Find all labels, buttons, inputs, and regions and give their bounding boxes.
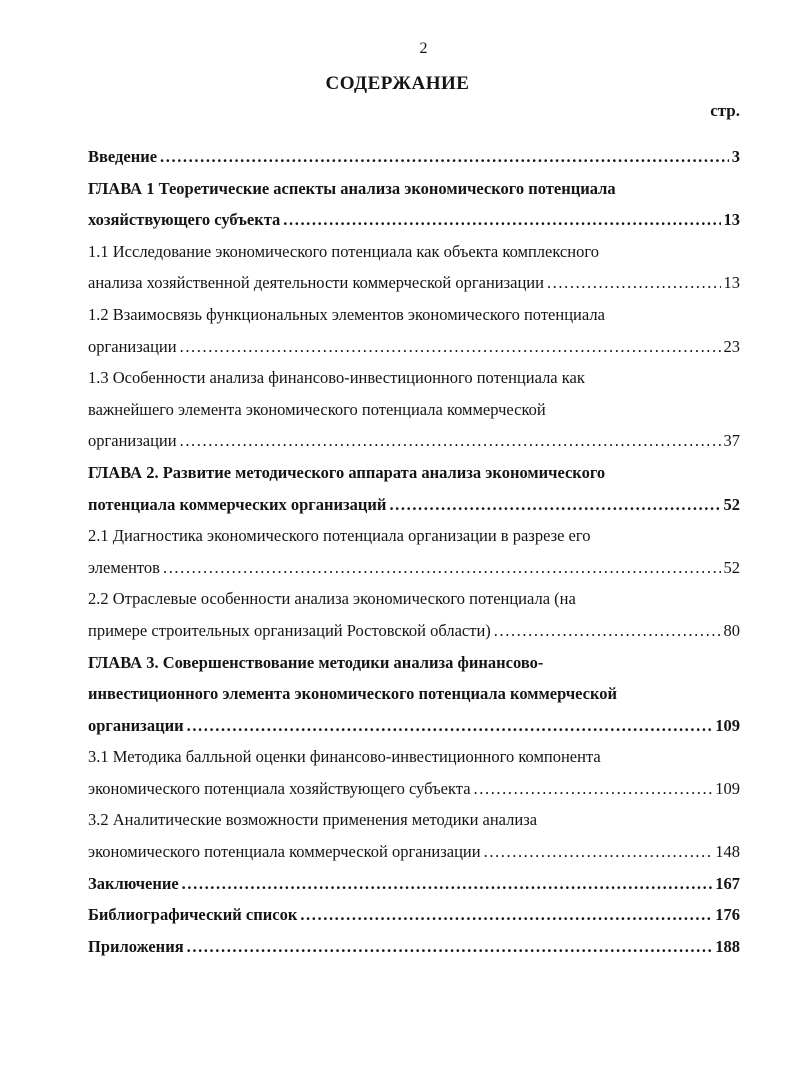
toc-line: организации 37 [88,425,740,457]
dot-leader [180,331,721,363]
toc-line: ГЛАВА 3. Совершенствование методики анал… [88,647,740,679]
toc-line-text: Библиографический список [88,905,298,925]
toc-line-text: ГЛАВА 1 Теоретические аспекты анализа эк… [88,178,616,198]
toc-page-number: 52 [723,494,741,514]
toc-line-text: 2.1 Диагностика экономического потенциал… [88,526,591,546]
toc-list: Введение 3 ГЛАВА 1 Теоретические аспекты… [88,141,740,962]
toc-line: экономического потенциала коммерческой о… [88,836,740,868]
toc-line: экономического потенциала хозяйствующего… [88,773,740,805]
dot-leader [389,489,720,521]
toc-line: элементов 52 [88,552,740,584]
toc-page-number: 13 [723,210,741,230]
toc-page-number: 188 [715,936,740,956]
toc-line: Заключение 167 [88,868,740,900]
toc-line-text: 3.2 Аналитические возможности применения… [88,810,538,830]
page-title: СОДЕРЖАНИЕ [325,73,470,94]
toc-page-number: 109 [715,778,740,798]
toc-line-text: 1.1 Исследование экономического потенциа… [88,241,599,261]
toc-line: 1.2 Взаимосвязь функциональных элементов… [88,299,740,331]
dot-leader [283,204,720,236]
dot-leader [163,552,721,584]
toc-line: Введение 3 [88,141,740,173]
toc-line: организации 109 [88,710,740,742]
toc-line-text: 3.1 Методика балльной оценки финансово-и… [88,747,601,767]
toc-line-text: 1.3 Особенности анализа финансово-инвест… [88,368,585,388]
dot-leader [187,710,713,742]
toc-line: примере строительных организаций Ростовс… [88,615,740,647]
toc-line-text: анализа хозяйственной деятельности комме… [88,273,544,293]
toc-line-text: примере строительных организаций Ростовс… [88,620,491,640]
dot-leader [182,868,713,900]
toc-page-number: 176 [715,905,740,925]
toc-line-text: 2.2 Отраслевые особенности анализа эконо… [88,589,576,609]
toc-line-text: Введение [88,147,158,166]
toc-page-number: 167 [715,873,740,893]
dot-leader [160,141,729,173]
toc-page-number: 23 [723,336,741,356]
toc-line: 3.2 Аналитические возможности применения… [88,804,740,836]
toc-page-number: 109 [715,715,740,735]
toc-line-text: важнейшего элемента экономического потен… [88,399,546,419]
toc-line-text: инвестиционного элемента экономического … [88,684,618,704]
toc-line: Приложения 188 [88,931,740,963]
toc-line-text: организации [88,715,184,735]
dot-leader [547,267,721,299]
toc-line: анализа хозяйственной деятельности комме… [88,267,740,299]
toc-line-text: элементов [88,557,160,577]
toc-line-text: хозяйствующего субъекта [88,210,281,230]
toc-page-number: 52 [723,557,741,577]
toc-line: Библиографический список 176 [88,899,740,931]
page-number: 2 [419,40,428,57]
toc-line-text: ГЛАВА 2. Развитие методического аппарата… [88,462,606,482]
toc-line: 2.2 Отраслевые особенности анализа эконо… [88,583,740,615]
toc-line: потенциала коммерческих организаций 52 [88,489,740,521]
dot-leader [300,899,712,931]
toc-line: важнейшего элемента экономического потен… [88,394,740,426]
toc-line-text: 1.2 Взаимосвязь функциональных элементов… [88,304,605,324]
toc-line: 1.1 Исследование экономического потенциа… [88,236,740,268]
toc-line: 1.3 Особенности анализа финансово-инвест… [88,362,740,394]
toc-line-text: ГЛАВА 3. Совершенствование методики анал… [88,652,544,672]
dot-leader [180,425,721,457]
page-column-label: стр. [710,101,740,120]
toc-line: организации 23 [88,331,740,363]
toc-line-text: организации [88,336,177,356]
toc-line-text: Приложения [88,936,184,956]
toc-line: 2.1 Диагностика экономического потенциал… [88,520,740,552]
toc-page-number: 37 [723,431,741,451]
toc-page-number: 80 [723,620,741,640]
dot-leader [474,773,713,805]
toc-page-number: 13 [723,273,741,293]
dot-leader [484,836,713,868]
toc-line: инвестиционного элемента экономического … [88,678,740,710]
toc-line: хозяйствующего субъекта 13 [88,204,740,236]
dot-leader [187,931,713,963]
toc-line-text: экономического потенциала коммерческой о… [88,842,481,862]
dot-leader [494,615,721,647]
toc-line-text: экономического потенциала хозяйствующего… [88,778,471,798]
toc-line-text: организации [88,431,177,451]
toc-line: 3.1 Методика балльной оценки финансово-и… [88,741,740,773]
toc-line-text: Заключение [88,873,179,893]
toc-line-text: потенциала коммерческих организаций [88,494,387,514]
toc-page-number: 148 [715,842,740,862]
toc-line: ГЛАВА 2. Развитие методического аппарата… [88,457,740,489]
toc-line: ГЛАВА 1 Теоретические аспекты анализа эк… [88,173,740,205]
toc-page-number: 3 [731,147,740,166]
